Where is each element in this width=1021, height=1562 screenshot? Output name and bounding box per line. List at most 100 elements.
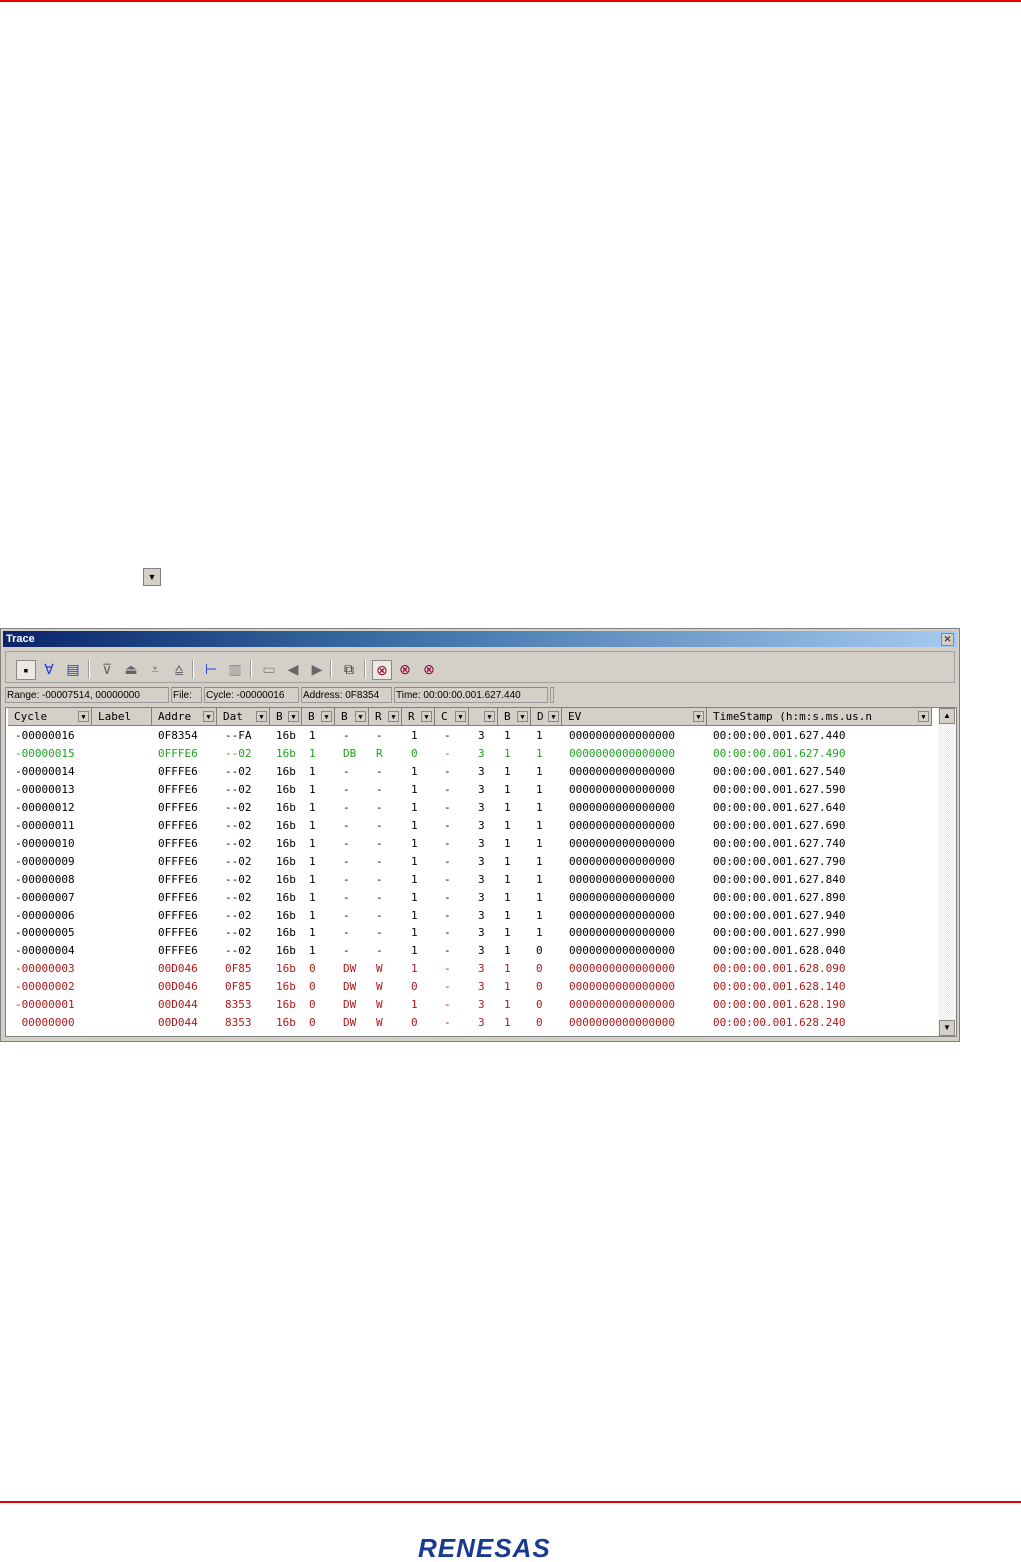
cell-bus-width: 16b [276,980,296,994]
table-row[interactable]: -00000012 0FFFE6 --02 16b 1 - - 1 - 3 1 1 0000000000… [6,799,936,817]
chevron-down-icon[interactable]: ▼ [256,711,267,722]
column-header-bus-width[interactable]: B ▼ [270,708,302,726]
column-header-d[interactable]: D ▼ [531,708,562,726]
cell-ev: 0000000000000000 [569,998,675,1012]
column-header-b12[interactable]: B ▼ [498,708,531,726]
table-row[interactable]: -00000002 00D046 0F85 16b 0 DW W 0-3 1 0 000000000… [6,978,936,996]
chevron-down-icon[interactable]: ▼ [78,711,89,722]
back-icon[interactable]: ◀ [287,661,299,677]
cell-b2: 1 [309,729,316,742]
cell-bus-width: 16b [276,800,296,814]
document-icon[interactable]: ▤ [66,661,80,677]
column-header-access[interactable]: R ▼ [369,708,402,726]
chevron-down-icon[interactable]: ▼ [455,711,466,722]
cell-b2: 1 [309,872,316,886]
cell-data: --02 [225,944,252,958]
table-row[interactable]: -00000016 0F8354 --FA 16b 1 - - 1 - 3 1 1 0000000000… [6,727,936,745]
chevron-down-icon[interactable]: ▼ [693,711,704,722]
chevron-down-icon[interactable]: ▼ [321,711,332,722]
column-header-label: Cycle [14,710,48,723]
step-down-icon[interactable]: ⊽ [101,661,113,677]
cell-c: - [444,962,451,976]
cell-address: 0FFFE6 [158,890,198,904]
forward-icon[interactable]: ▶ [311,661,323,677]
cell-data: 8353 [225,998,252,1012]
column-header-c[interactable]: C ▼ [435,708,469,726]
cell-d: 1 [536,782,543,796]
cell-d: 0 [536,998,543,1012]
search-prev-icon[interactable]: ⊗ [423,661,435,677]
scroll-down-icon[interactable]: ▼ [939,1020,955,1036]
cell-cycle: -00000004 [15,944,75,958]
cell-address: 0FFFE6 [158,746,198,760]
cell-address: 0FFFE6 [158,908,198,922]
column-header-data[interactable]: Dat ▼ [217,708,270,726]
chevron-down-icon[interactable]: ▼ [288,711,299,722]
cell-address: 0FFFE6 [158,854,198,868]
search-next-icon[interactable]: ⊗ [399,661,411,677]
cell-timestamp: 00:00:00.001.627.840 [713,872,846,886]
column-header-b2[interactable]: B ▼ [302,708,335,726]
cell-data: --02 [225,926,252,940]
column-header-cycle[interactable]: Cycle ▼ [8,708,92,726]
cell-access: R [376,746,383,760]
table-row[interactable]: -00000009 0FFFE6 --02 16b 1 - - 1 - 3 1 1 0000000000… [6,853,936,871]
column-header-r2[interactable]: R ▼ [402,708,435,726]
column-header-label[interactable]: Label [92,708,152,726]
column-header-address[interactable]: Addre ▼ [152,708,217,726]
cell-b3: - [343,800,350,814]
tree-icon[interactable]: ⊢ [204,661,218,677]
cell-data: --02 [225,872,252,886]
cell-timestamp: 00:00:00.001.627.990 [713,926,846,940]
empty-field [550,687,554,703]
table-row[interactable]: -00000006 0FFFE6 --02 16b 1 - - 1 - 3 1 1 0000000000… [6,907,936,925]
cell-timestamp: 00:00:00.001.627.590 [713,782,846,796]
toolbar-separator [330,660,332,678]
chevron-down-icon[interactable]: ▼ [388,711,399,722]
column-header-ev[interactable]: EV ▼ [562,708,707,726]
column-header-col11[interactable]: ▼ [469,708,498,726]
column-header-timestamp[interactable]: TimeStamp (h:m:s.ms.us.n ▼ [707,708,932,726]
properties-icon[interactable]: ⧉ [344,661,354,677]
window-icon[interactable]: ▭ [262,661,276,677]
scroll-up-icon[interactable]: ▲ [939,708,955,724]
cell-bus-width: 16b [276,854,296,868]
chevron-down-icon[interactable]: ▼ [484,711,495,722]
table-row[interactable]: -00000015 0FFFE6 --02 16b 1 DB R 0 - 3 1 1 000000000… [6,745,936,763]
column-header-b3[interactable]: B ▼ [335,708,369,726]
jump-start-icon[interactable]: ⩠ [174,661,184,677]
cell-d: 0 [536,944,543,958]
chevron-down-icon[interactable]: ▼ [355,711,366,722]
chevron-down-icon[interactable]: ▼ [203,711,214,722]
step-up-icon[interactable]: ⏏ [124,661,138,677]
table-row[interactable]: -00000003 00D046 0F85 16b 0 DW W 1-3 1 0 000000000… [6,960,936,978]
cell-ev: 0000000000000000 [569,872,675,886]
cell-data: --02 [225,800,252,814]
chevron-down-icon[interactable]: ▼ [517,711,528,722]
split-icon[interactable]: ▥ [228,661,242,677]
table-row[interactable]: -00000004 0FFFE6 --02 16b 1- -1-3 1 0 0000000000… [6,942,936,960]
chevron-down-icon[interactable]: ▼ [548,711,559,722]
search-icon[interactable]: ⊗ [372,660,392,680]
cell-b3: DW [343,980,357,994]
table-row[interactable]: -00000011 0FFFE6 --02 16b 1 - - 1 - 3 1 1 0000000000… [6,817,936,835]
table-row[interactable]: -00000010 0FFFE6 --02 16b 1 - - 1 - 3 1 1 0000000000… [6,835,936,853]
cell-address: 0FFFE6 [158,926,198,940]
table-row[interactable]: -00000014 0FFFE6 --02 16b 1 - - 1 - 3 1 1 0000000000… [6,763,936,781]
cell-bus-width: 16b [276,782,296,796]
jump-end-icon[interactable]: ⩡ [151,661,159,677]
cell-bus-width: 16b [276,818,296,832]
table-row[interactable]: 00000000 00D044 8353 16b 0 DW W 0-3 1 0 0000000000… [6,1014,936,1032]
table-row[interactable]: -00000001 00D044 8353 16b 0 DW W 1-3 1 0 000000000… [6,996,936,1014]
table-row[interactable]: -00000005 0FFFE6 --02 16b 1 - - 1 - 3 1 1 0000000000… [6,924,936,942]
table-row[interactable]: -00000007 0FFFE6 --02 16b 1 - - 1 - 3 1 1 0000000000… [6,889,936,907]
close-icon[interactable]: ✕ [941,633,954,646]
chevron-down-icon[interactable]: ▼ [918,711,929,722]
table-row[interactable]: -00000008 0FFFE6 --02 16b 1 - - 1 - 3 1 1 0000000000… [6,871,936,889]
filter-icon[interactable]: ∀ [44,661,54,677]
vertical-scrollbar[interactable]: ▲ ▼ [938,708,956,1036]
cell-access: - [376,836,383,850]
chevron-down-icon[interactable]: ▼ [421,711,432,722]
table-row[interactable]: -00000013 0FFFE6 --02 16b 1 - - 1 - 3 1 1 0000000000… [6,781,936,799]
trace-acquire-icon[interactable]: ▪ [16,660,36,680]
